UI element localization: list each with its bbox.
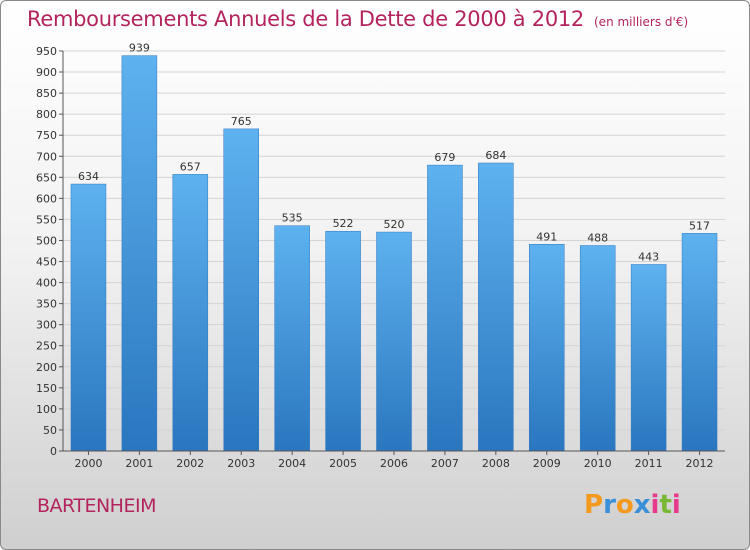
chart-unit-label: (en milliers d'€) [594, 15, 689, 29]
bar-value-label: 939 [129, 42, 150, 55]
y-tick-label: 250 [36, 340, 57, 353]
y-tick-label: 300 [36, 319, 57, 332]
bar [579, 245, 616, 452]
bar-value-label: 679 [434, 151, 455, 164]
bars: 634 939 657 765 535 522 520 679 684 491 488 443 517 [70, 42, 718, 452]
bar-value-label: 535 [282, 212, 303, 225]
commune-name: BARTENHEIM [37, 495, 156, 517]
y-tick-label: 700 [36, 150, 57, 163]
logo-letter: o [615, 490, 634, 520]
y-tick-label: 350 [36, 298, 57, 311]
bar-value-label: 491 [536, 230, 557, 243]
y-tick-label: 0 [50, 445, 57, 458]
bar [121, 55, 158, 452]
y-tick-label: 400 [36, 277, 57, 290]
bar-value-label: 657 [180, 160, 201, 173]
y-tick-label: 600 [36, 192, 57, 205]
bar-value-label: 443 [638, 250, 659, 263]
logo-letter: r [603, 490, 616, 520]
bar [478, 162, 514, 452]
bar [274, 225, 310, 452]
y-axis: 0 50 100 150 200 250 300 350 400 450 500 550 600 650 7… [36, 45, 64, 458]
y-tick-label: 650 [36, 171, 57, 184]
bar-value-label: 520 [384, 218, 405, 231]
y-tick-label: 950 [36, 45, 57, 58]
bar [427, 164, 463, 452]
x-tick-label: 2010 [584, 457, 612, 470]
bar [376, 231, 412, 452]
x-tick-label: 2012 [686, 457, 714, 470]
x-tick-label: 2011 [635, 457, 663, 470]
x-tick-label: 2006 [380, 457, 408, 470]
bar-value-label: 684 [485, 149, 506, 162]
logo-letter: t [659, 490, 672, 520]
y-tick-label: 450 [36, 256, 57, 269]
y-tick-label: 150 [36, 382, 57, 395]
x-tick-label: 2004 [278, 457, 306, 470]
bar [223, 128, 259, 452]
y-tick-label: 500 [36, 234, 57, 247]
x-tick-label: 2003 [227, 457, 255, 470]
y-tick-label: 900 [36, 66, 57, 79]
x-tick-label: 2008 [482, 457, 510, 470]
logo-letter: P [584, 490, 604, 520]
chart-title: Remboursements Annuels de la Dette de 20… [27, 7, 584, 31]
y-tick-label: 750 [36, 129, 57, 142]
bar [529, 244, 565, 452]
bar-value-label: 488 [587, 232, 608, 245]
bar [172, 174, 209, 452]
x-tick-label: 2009 [533, 457, 561, 470]
bar-value-label: 765 [231, 115, 252, 128]
y-tick-label: 850 [36, 87, 57, 100]
x-tick-label: 2000 [74, 457, 102, 470]
bar-value-label: 634 [78, 170, 99, 183]
y-tick-label: 100 [36, 403, 57, 416]
bar [70, 183, 107, 452]
bar [681, 233, 718, 452]
y-tick-label: 200 [36, 361, 57, 374]
y-tick-label: 550 [36, 213, 57, 226]
logo-letter: i [671, 490, 681, 520]
x-axis: 2000 2001 2002 2003 2004 2005 2006 2007 2008 2009… [63, 450, 725, 470]
proxiti-logo: Proxiti [584, 490, 681, 520]
bar [325, 230, 361, 452]
bar-value-label: 517 [689, 219, 710, 232]
y-tick-label: 50 [43, 424, 57, 437]
x-tick-label: 2002 [176, 457, 204, 470]
bar [630, 264, 667, 452]
x-tick-label: 2001 [125, 457, 153, 470]
y-tick-label: 800 [36, 108, 57, 121]
title-row: Remboursements Annuels de la Dette de 20… [27, 7, 688, 31]
logo-letter: x [633, 490, 651, 520]
x-tick-label: 2005 [329, 457, 357, 470]
logo-letter: i [650, 490, 660, 520]
x-tick-label: 2007 [431, 457, 459, 470]
bar-value-label: 522 [333, 217, 354, 230]
